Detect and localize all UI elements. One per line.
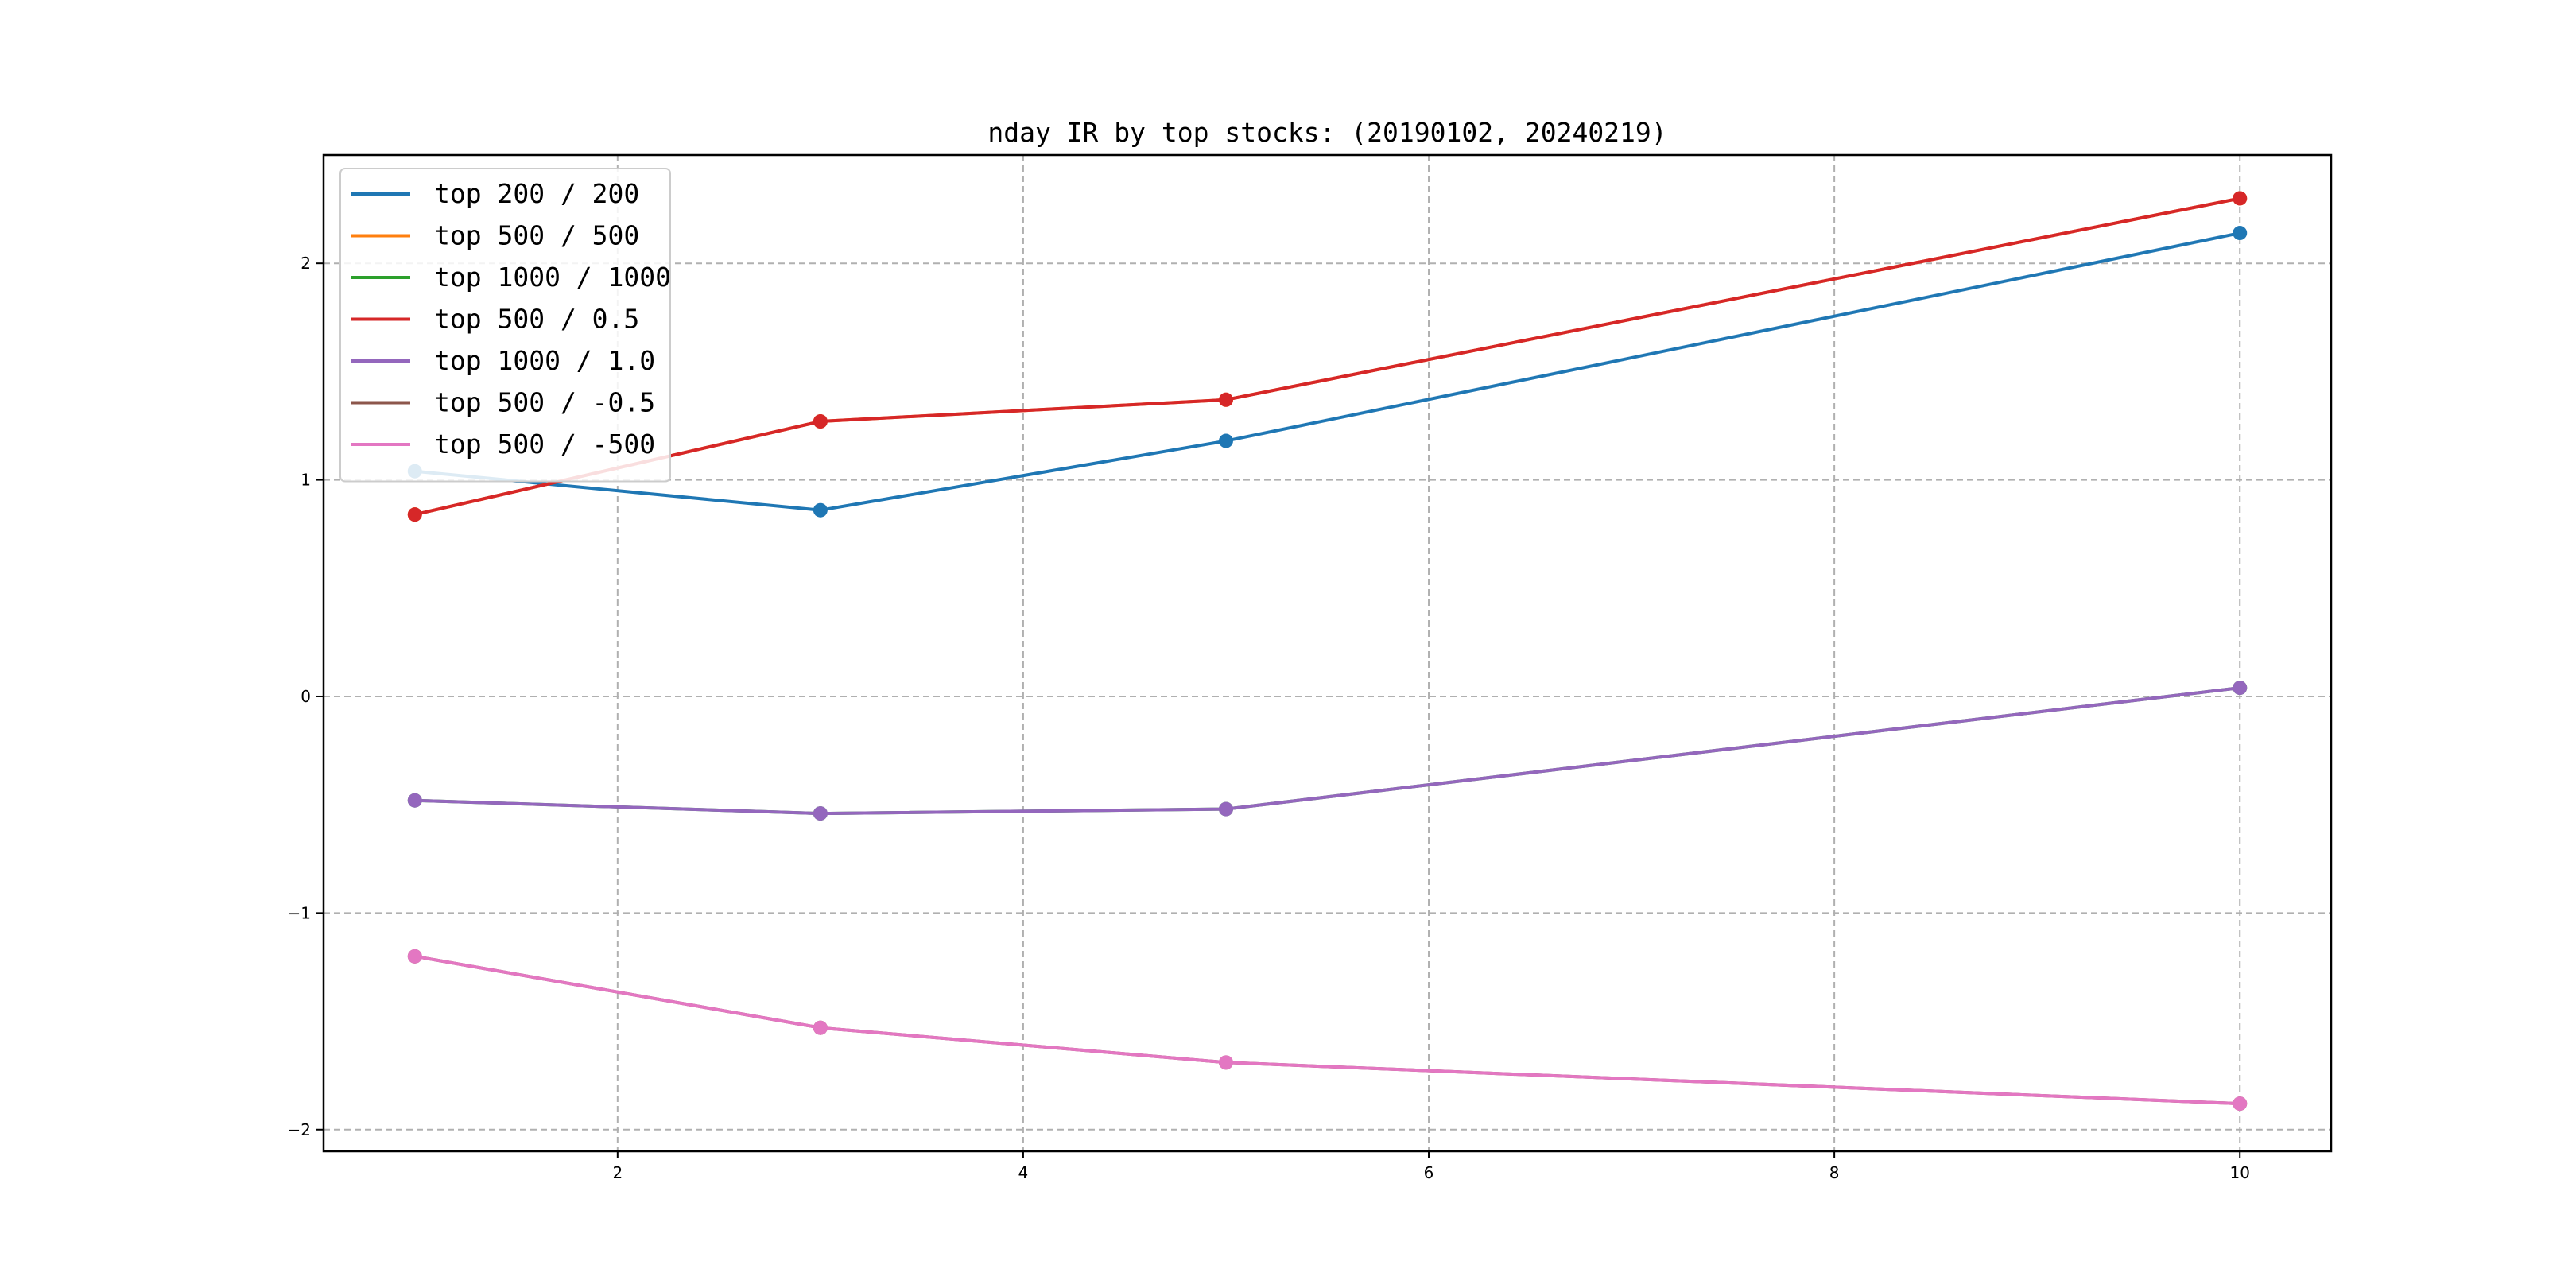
legend-item: top 1000 / 1000 bbox=[351, 262, 671, 293]
series-4 bbox=[407, 191, 2248, 522]
x-tick-label: 4 bbox=[1018, 1163, 1029, 1182]
series-6 bbox=[407, 949, 2248, 1111]
legend-item: top 1000 / 1.0 bbox=[351, 345, 655, 376]
axes-frame bbox=[322, 153, 2333, 1153]
data-point bbox=[1218, 801, 1233, 817]
series-layer bbox=[407, 191, 2248, 1111]
chart-title: nday IR by top stocks: (20190102, 202402… bbox=[987, 117, 1666, 148]
data-point bbox=[1218, 433, 1233, 448]
x-tick-label: 10 bbox=[2230, 1163, 2250, 1182]
y-tick-label: 2 bbox=[301, 254, 311, 273]
y-tick-label: 0 bbox=[301, 687, 311, 706]
series-2 bbox=[407, 191, 2248, 522]
series-7 bbox=[407, 949, 2248, 1111]
data-point bbox=[1218, 392, 1233, 407]
series-line bbox=[413, 686, 2242, 816]
series-line bbox=[413, 231, 2242, 512]
legend-label: top 200 / 200 bbox=[434, 178, 639, 209]
data-point bbox=[813, 1020, 828, 1035]
x-tick-label: 8 bbox=[1829, 1163, 1840, 1182]
data-point bbox=[407, 507, 422, 522]
data-point bbox=[1218, 1055, 1233, 1070]
legend-box bbox=[339, 168, 671, 483]
series-3 bbox=[407, 681, 2248, 821]
legend: top 200 / 200 top 500 / 500 top 1000 / 100… bbox=[339, 168, 671, 483]
series-line bbox=[413, 954, 2242, 1106]
y-tick-label: −1 bbox=[288, 903, 311, 922]
x-tick-label: 2 bbox=[612, 1163, 623, 1182]
legend-item: top 500 / 0.5 bbox=[351, 304, 639, 335]
data-point bbox=[407, 949, 422, 964]
y-tick-label: −2 bbox=[288, 1120, 311, 1139]
legend-label: top 500 / -0.5 bbox=[434, 387, 655, 418]
series-line bbox=[413, 954, 2242, 1106]
legend-item: top 500 / -500 bbox=[351, 429, 655, 460]
data-point bbox=[2233, 1096, 2248, 1111]
data-point bbox=[2233, 226, 2248, 241]
legend-label: top 1000 / 1.0 bbox=[434, 345, 655, 376]
data-point bbox=[2233, 681, 2248, 696]
data-point bbox=[407, 793, 422, 808]
x-tick-label: 6 bbox=[1424, 1163, 1434, 1182]
legend-label: top 500 / 500 bbox=[434, 220, 639, 251]
series-line bbox=[413, 686, 2242, 816]
ticks: 2 4 6 8 10 −2 −1 0 1 2 bbox=[288, 254, 2250, 1182]
series-line bbox=[413, 196, 2242, 517]
legend-item: top 500 / 500 bbox=[351, 220, 639, 251]
y-tick-label: 1 bbox=[301, 471, 311, 490]
data-point bbox=[2233, 191, 2248, 206]
legend-label: top 500 / 0.5 bbox=[434, 304, 639, 335]
series-line bbox=[413, 196, 2242, 517]
data-point bbox=[813, 502, 828, 518]
data-point bbox=[813, 806, 828, 821]
legend-label: top 500 / -500 bbox=[434, 429, 655, 460]
legend-item: top 500 / -0.5 bbox=[351, 387, 655, 418]
legend-label: top 1000 / 1000 bbox=[434, 262, 671, 293]
series-1 bbox=[407, 226, 2248, 518]
legend-item: top 200 / 200 bbox=[351, 178, 639, 209]
series-5 bbox=[407, 681, 2248, 821]
data-point bbox=[813, 414, 828, 429]
